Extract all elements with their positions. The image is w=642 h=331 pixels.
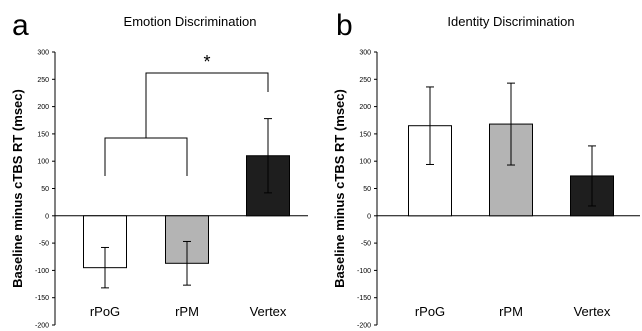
y-tick-label: -50 — [361, 241, 371, 248]
panel-b: b Identity Discrimination Baseline minus c… — [332, 9, 640, 330]
y-tick-label: 0 — [367, 213, 371, 220]
y-tick-label: -100 — [357, 268, 371, 275]
y-tick-label: 100 — [359, 159, 371, 166]
y-tick-label: -150 — [357, 295, 371, 302]
significance-star: * — [203, 52, 210, 72]
y-tick-label: 50 — [41, 186, 49, 193]
y-axis-label: Baseline minus cTBS RT (msec) — [10, 89, 25, 288]
y-tick-label: -150 — [35, 295, 49, 302]
x-category-label: rPoG — [90, 304, 120, 319]
x-category-label: rPM — [499, 304, 523, 319]
y-tick-label: 100 — [37, 159, 49, 166]
x-category-label: Vertex — [574, 304, 611, 319]
y-tick-label: 200 — [37, 104, 49, 111]
y-tick-label: -100 — [35, 268, 49, 275]
y-tick-label: 0 — [45, 213, 49, 220]
significance-bracket-inner — [104, 137, 188, 176]
y-tick-label: -200 — [35, 323, 49, 330]
panel-title: Emotion Discrimination — [124, 14, 257, 29]
panel-a: a Emotion Discrimination Baseline minus cT… — [10, 9, 308, 330]
y-axis-label: Baseline minus cTBS RT (msec) — [332, 89, 347, 288]
y-tick-label: 250 — [359, 77, 371, 84]
panel-letter: b — [336, 9, 353, 42]
panel-letter: a — [12, 9, 29, 42]
y-tick-label: 200 — [359, 104, 371, 111]
y-tick-label: 250 — [37, 77, 49, 84]
y-tick-label: 50 — [363, 186, 371, 193]
x-category-label: rPoG — [415, 304, 445, 319]
x-category-label: Vertex — [250, 304, 287, 319]
y-tick-label: 150 — [359, 131, 371, 138]
y-tick-label: 300 — [37, 50, 49, 57]
y-tick-label: 300 — [359, 50, 371, 57]
panel-title: Identity Discrimination — [447, 14, 574, 29]
significance-bracket-outer — [145, 72, 269, 138]
y-tick-label: -200 — [357, 323, 371, 330]
x-category-label: rPM — [175, 304, 199, 319]
y-tick-label: 150 — [37, 131, 49, 138]
y-tick-label: -50 — [39, 241, 49, 248]
